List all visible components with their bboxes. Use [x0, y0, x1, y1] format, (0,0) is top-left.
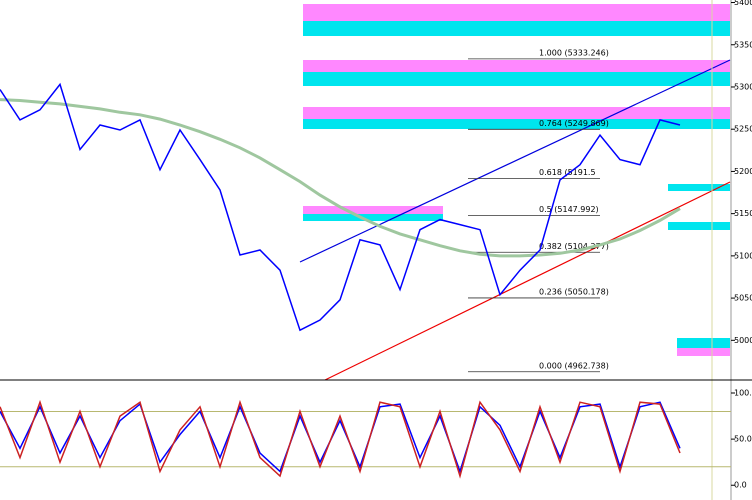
zone: [303, 72, 730, 86]
y-tick-label: 5300.: [734, 82, 752, 91]
zone: [303, 4, 730, 21]
zone: [668, 222, 730, 230]
zone: [303, 107, 730, 119]
fib-label: 1.000 (5333.246): [539, 48, 609, 57]
series-line: [0, 399, 681, 479]
fib-label: 0.382 (5104.277): [539, 242, 609, 251]
zone: [303, 119, 730, 129]
series-line: [0, 82, 681, 332]
zone: [677, 338, 730, 348]
fib-label: 0.236 (5050.178): [539, 287, 609, 296]
zone: [677, 348, 730, 356]
zone: [303, 60, 730, 72]
zone: [303, 214, 443, 221]
y-tick-label: 5200.: [734, 167, 752, 176]
y-tick-label: 5150.: [734, 209, 752, 218]
y-tick-label: 5000.: [734, 336, 752, 345]
y-tick-label: 5350.: [734, 40, 752, 49]
zone: [668, 184, 730, 191]
y-tick-label: 100.0: [734, 388, 752, 397]
zone: [303, 21, 730, 36]
fib-label: 0.618 (5191.5: [539, 168, 596, 177]
y-tick-label: 5050.: [734, 294, 752, 303]
series-line: [0, 98, 681, 258]
y-tick-label: 5250.: [734, 125, 752, 134]
fib-label: 0.5 (5147.992): [539, 205, 599, 214]
trend-line: [324, 181, 731, 381]
y-tick-label: 50.00: [734, 435, 752, 444]
zone: [303, 206, 443, 214]
fib-label: 0.764 (5249.869): [539, 119, 609, 128]
trend-line: [299, 59, 731, 263]
y-tick-label: 0.0: [734, 481, 747, 490]
y-tick-label: 5100.: [734, 251, 752, 260]
fib-label: 0.000 (4962.738): [539, 361, 609, 370]
y-tick-label: 5400.: [734, 0, 752, 7]
